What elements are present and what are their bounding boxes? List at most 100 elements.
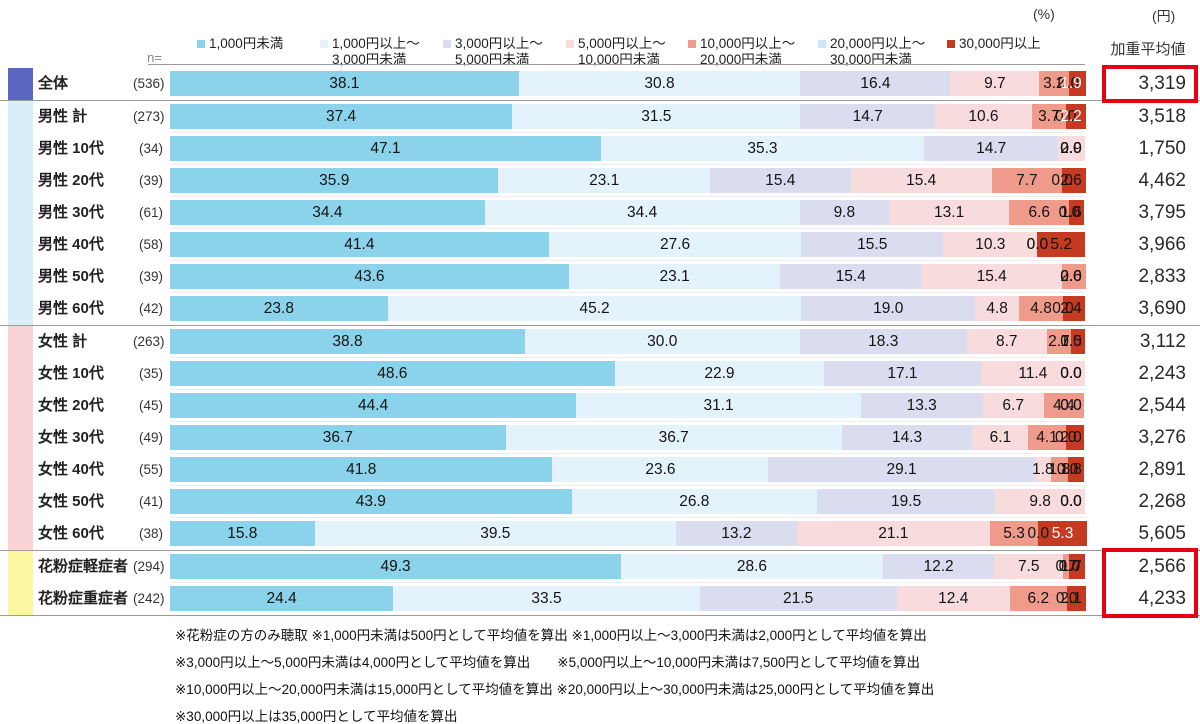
bar-segment-3 <box>966 329 1047 354</box>
weighted-average-value: 3,966 <box>1138 234 1186 255</box>
segment-value-label: 23.1 <box>589 171 620 189</box>
bar-segment-4 <box>1028 425 1066 450</box>
bar-segment-0 <box>170 329 526 354</box>
bar-segment-3 <box>796 521 990 546</box>
table-row: 男性 60代 (42) 23.8 45.2 19.0 4.8 4.8 0.0 2.4 3,690 <box>0 293 1200 325</box>
segment-value-label: 47.1 <box>370 139 401 157</box>
segment-value-label: 12.4 <box>938 589 969 607</box>
bar-segment-4 <box>1039 71 1069 96</box>
bar-segment-2 <box>923 136 1059 161</box>
bar-segment-1 <box>387 296 802 321</box>
bar-segment-0 <box>170 586 394 611</box>
table-row: 女性 計 (263) 38.8 30.0 18.3 8.7 2.7 0.0 1.5 3,112 <box>0 326 1200 358</box>
bar-segment-4 <box>1019 296 1064 321</box>
stacked-bar: 38.8 30.0 18.3 8.7 2.7 0.0 1.5 <box>170 329 1085 354</box>
weighted-average-value: 3,690 <box>1138 298 1186 319</box>
bar-segment-3 <box>943 232 1038 257</box>
segment-value-label: 6.6 <box>1028 203 1051 221</box>
legend-item-0: 1,000円未満 <box>197 36 283 52</box>
group-color-stripe <box>8 551 33 583</box>
segment-value-label: 7.5 <box>1017 557 1040 575</box>
bar-segment-0 <box>170 489 572 514</box>
segment-value-label: 9.8 <box>833 203 856 221</box>
bar-segment-2 <box>709 168 851 193</box>
bar-segment-4 <box>989 521 1039 546</box>
weighted-average-value: 3,319 <box>1138 73 1186 94</box>
row-n-value: (39) <box>138 173 163 188</box>
weighted-average-value: 4,233 <box>1138 588 1186 609</box>
segment-value-label: 0.0 <box>1027 524 1050 542</box>
segment-value-label: 7.7 <box>1016 171 1038 189</box>
bar-cell: 47.1 35.3 14.7 2.9 0.0 0.0 0.0 <box>170 133 1085 165</box>
bar-segment-3 <box>896 586 1010 611</box>
legend-swatch-icon <box>443 40 451 48</box>
bar-segment-2 <box>780 264 922 289</box>
bar-cell: 34.4 34.4 9.8 13.1 6.6 0.0 1.6 <box>170 197 1085 229</box>
segment-value-label: 15.8 <box>227 524 258 542</box>
footnote-line-1: ※花粉症の方のみ聴取 ※1,000円未満は500円として平均値を算出 ※1,00… <box>175 628 927 643</box>
stacked-bar: 47.1 35.3 14.7 2.9 0.0 0.0 0.0 <box>170 136 1085 161</box>
segment-value-label: 0.0 <box>1060 396 1082 414</box>
bar-segment-0 <box>170 104 513 129</box>
bar-segment-1 <box>571 489 817 514</box>
bar-segment-1 <box>568 264 781 289</box>
bar-segment-3 <box>1034 457 1052 482</box>
segment-value-label: 0.0 <box>1051 171 1073 189</box>
segment-value-label: 36.7 <box>322 428 353 446</box>
legend-item-3: 5,000円以上～ 10,000円未満 <box>566 36 666 68</box>
segment-value-label: 4.8 <box>986 299 1008 317</box>
weighted-average-value: 2,268 <box>1138 491 1186 512</box>
n-equals-label: n= <box>147 50 162 65</box>
row-n-value: (42) <box>138 301 163 316</box>
bar-segment-3 <box>994 554 1064 579</box>
segment-value-label: 30.0 <box>647 332 678 350</box>
segment-value-label: 4.1 <box>1036 428 1058 446</box>
bar-segment-6 <box>1069 200 1085 225</box>
segment-value-label: 2.1 <box>1060 589 1082 607</box>
legend-item-2: 3,000円以上～ 5,000円未満 <box>443 36 543 68</box>
segment-value-label: 10.3 <box>975 235 1006 253</box>
table-row: 女性 60代 (38) 15.8 39.5 13.2 21.1 5.3 0.0 5.3 5,605 <box>0 518 1200 550</box>
bar-segment-2 <box>800 71 951 96</box>
row-n-value: (536) <box>133 76 165 91</box>
bar-cell: 48.6 22.9 17.1 11.4 0.0 0.0 0.0 <box>170 358 1085 390</box>
segment-value-label: 38.1 <box>329 74 360 92</box>
legend-label: 3,000円以上～ 5,000円未満 <box>455 36 543 67</box>
stacked-bar: 37.4 31.5 14.7 10.6 3.7 0.0 2.2 <box>170 104 1086 129</box>
bar-segment-2 <box>860 393 983 418</box>
yen-unit-label: (円) <box>1152 8 1176 24</box>
row-group-3: 花粉症軽症者 (294) 49.3 28.6 12.2 7.5 0.7 0.0 1.7 2,566… <box>0 551 1200 616</box>
row-label: 男性 50代 <box>38 268 104 285</box>
segment-value-label: 6.7 <box>1002 396 1024 414</box>
row-group-0: 全体 (536) 38.1 30.8 16.4 9.7 3.2 0.0 1.9 3,319 <box>0 68 1200 101</box>
row-n-value: (41) <box>138 494 163 509</box>
segment-value-label: 24.4 <box>266 589 297 607</box>
bar-segment-1 <box>614 361 825 386</box>
row-label: 花粉症軽症者 <box>38 558 129 575</box>
bar-cell: 49.3 28.6 12.2 7.5 0.7 0.0 1.7 <box>170 551 1085 583</box>
bar-segment-2 <box>816 489 996 514</box>
bar-segment-0 <box>170 200 485 225</box>
stacked-bar: 48.6 22.9 17.1 11.4 0.0 0.0 0.0 <box>170 361 1085 386</box>
highlight-box-kafunsho-averages <box>1102 548 1198 618</box>
weighted-average-value: 2,833 <box>1138 266 1186 287</box>
bar-segment-1 <box>505 425 842 450</box>
bar-segment-4 <box>1063 554 1070 579</box>
bar-segment-0 <box>170 296 388 321</box>
stacked-bar: 35.9 23.1 15.4 15.4 7.7 0.0 2.6 <box>170 168 1086 193</box>
segment-value-label: 15.5 <box>857 235 888 253</box>
segment-value-label: 35.9 <box>319 171 350 189</box>
bar-segment-6 <box>1071 329 1085 354</box>
stacked-bar: 44.4 31.1 13.3 6.7 4.4 0.0 0.0 <box>170 393 1085 418</box>
segment-value-label: 41.8 <box>346 460 377 478</box>
row-label: 女性 50代 <box>38 493 104 510</box>
weighted-average-value: 2,243 <box>1138 363 1186 384</box>
segment-value-label: 12.2 <box>923 557 954 575</box>
legend-swatch-icon <box>688 40 696 48</box>
table-row: 男性 40代 (58) 41.4 27.6 15.5 10.3 0.0 0.0 5.2 3,966 <box>0 229 1200 261</box>
row-n-value: (34) <box>138 141 163 156</box>
bar-segment-0 <box>170 232 549 257</box>
segment-value-label: 2.2 <box>1060 107 1082 125</box>
segment-value-label: 35.3 <box>747 139 778 157</box>
